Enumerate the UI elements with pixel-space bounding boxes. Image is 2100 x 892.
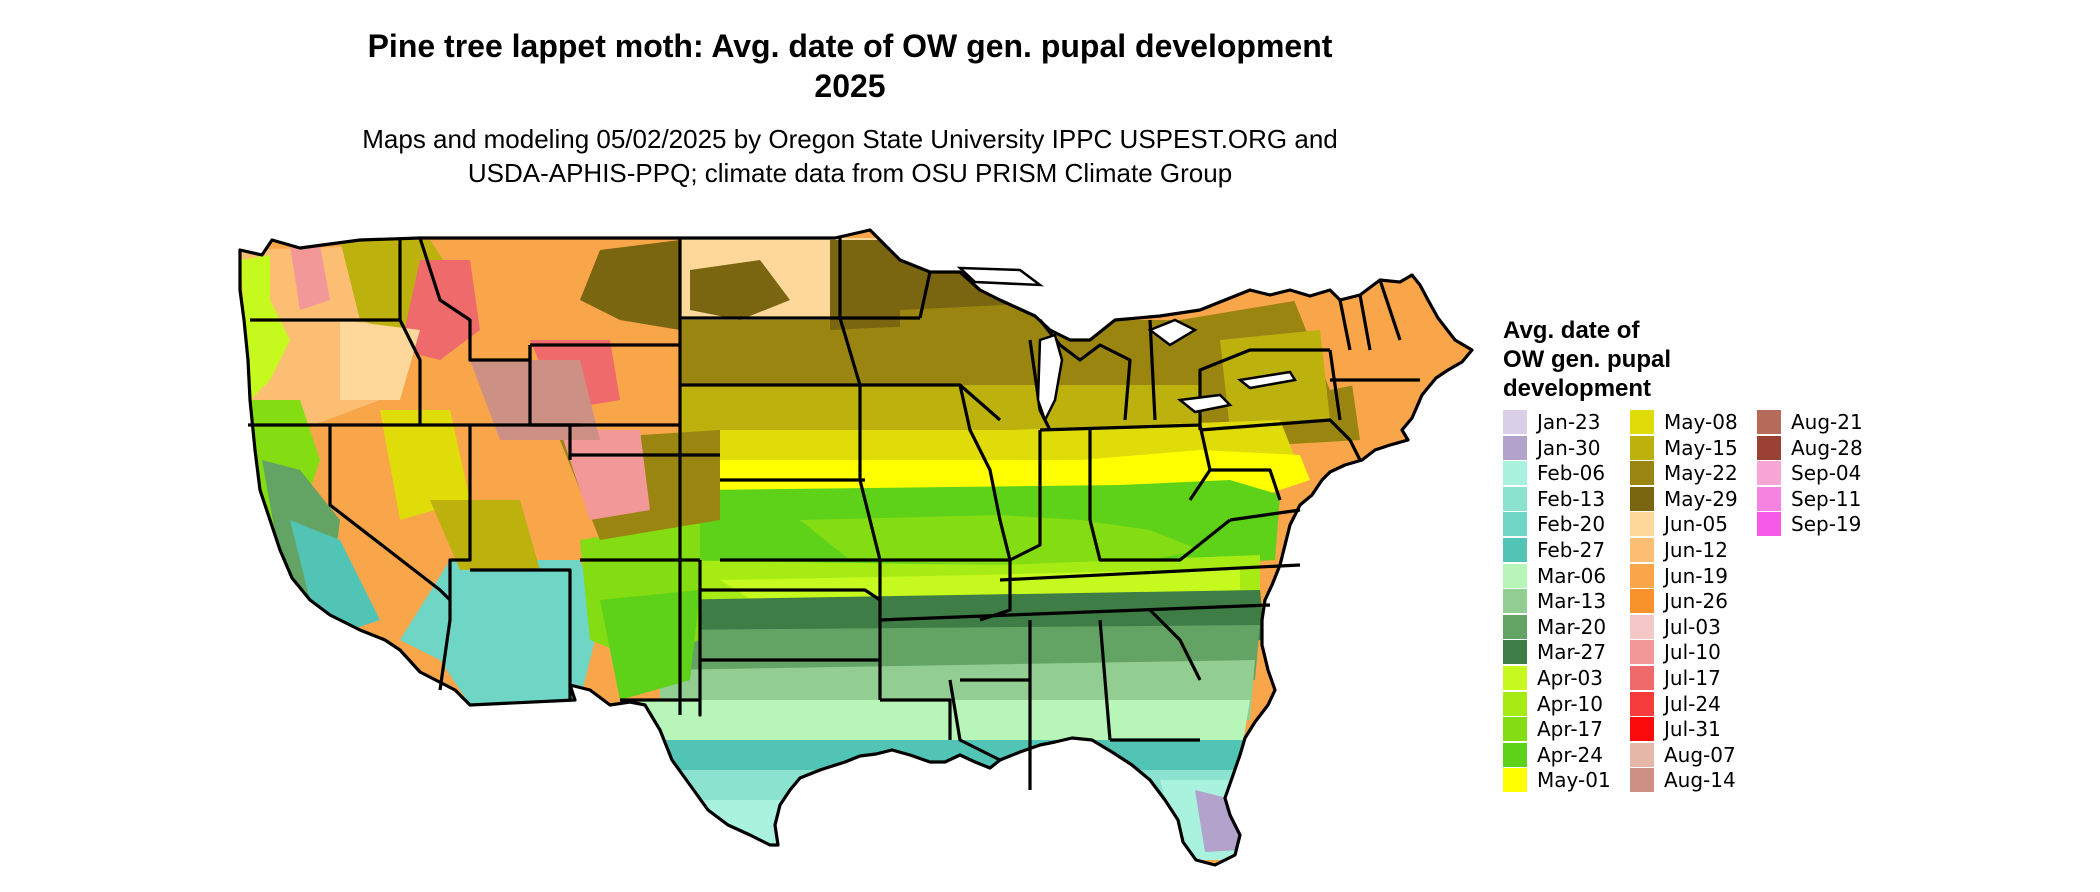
legend-swatch xyxy=(1630,614,1654,639)
legend-swatch xyxy=(1630,435,1654,460)
legend-swatch xyxy=(1503,717,1527,742)
state-borders xyxy=(238,228,1474,867)
legend-swatch xyxy=(1503,742,1527,767)
legend-label: Jan-23 xyxy=(1537,410,1601,434)
legend-swatch xyxy=(1503,589,1527,614)
legend-swatch xyxy=(1630,563,1654,588)
legend-label: Aug-14 xyxy=(1664,768,1736,793)
legend-label: May-22 xyxy=(1664,461,1738,486)
legend-label: Mar-20 xyxy=(1537,614,1607,639)
phenology-color-zones xyxy=(240,230,1472,865)
legend-label: Jan-30 xyxy=(1537,435,1601,460)
legend-label: May-08 xyxy=(1664,410,1738,434)
legend-title-line: Avg. date of xyxy=(1503,317,1640,344)
legend-title-line: OW gen. pupal xyxy=(1503,346,1671,373)
legend-label: Mar-13 xyxy=(1537,589,1607,614)
legend-label: Jul-17 xyxy=(1664,665,1721,690)
legend-label: Jun-19 xyxy=(1664,563,1728,588)
legend-swatch xyxy=(1757,512,1781,537)
legend-swatch xyxy=(1630,461,1654,486)
map-subtitle-line-1: Maps and modeling 05/02/2025 by Oregon S… xyxy=(362,124,1338,154)
legend-swatch xyxy=(1503,537,1527,562)
legend-swatch xyxy=(1503,435,1527,460)
legend-swatch xyxy=(1757,486,1781,511)
legend-swatch xyxy=(1757,435,1781,460)
legend-swatch xyxy=(1503,768,1527,793)
legend-label: Mar-27 xyxy=(1537,640,1607,665)
legend-label: Jul-03 xyxy=(1664,614,1721,639)
legend-swatch xyxy=(1757,461,1781,486)
map-subtitle-line-2: USDA-APHIS-PPQ; climate data from OSU PR… xyxy=(467,158,1233,188)
map-title: Pine tree lappet moth: Avg. date of OW g… xyxy=(367,28,1333,64)
legend-label: Apr-24 xyxy=(1537,742,1603,767)
legend-label: Sep-04 xyxy=(1791,461,1862,486)
legend-label: Aug-07 xyxy=(1664,742,1736,767)
legend-label: Sep-11 xyxy=(1791,486,1862,511)
legend-swatch xyxy=(1503,640,1527,665)
legend-label: Feb-27 xyxy=(1537,537,1606,562)
legend-swatch xyxy=(1630,768,1654,793)
legend-swatch xyxy=(1630,512,1654,537)
legend-swatch xyxy=(1630,742,1654,767)
legend-label: Apr-10 xyxy=(1537,691,1603,716)
legend-swatch xyxy=(1503,512,1527,537)
legend-label: Jun-12 xyxy=(1664,537,1728,562)
great-lakes xyxy=(956,266,1298,424)
legend-swatch xyxy=(1503,410,1527,434)
legend-label: Sep-19 xyxy=(1791,512,1862,537)
legend-label: Jun-26 xyxy=(1664,589,1728,614)
legend-label: Aug-21 xyxy=(1791,410,1863,434)
legend-label: Jun-05 xyxy=(1664,512,1728,537)
legend-label: Mar-06 xyxy=(1537,563,1607,588)
legend-swatch xyxy=(1503,665,1527,690)
legend-label: Jul-24 xyxy=(1664,691,1721,716)
legend-swatch xyxy=(1630,537,1654,562)
legend-label: May-15 xyxy=(1664,435,1738,460)
legend-label: May-29 xyxy=(1664,486,1738,511)
legend-label: Apr-03 xyxy=(1537,665,1603,690)
legend-swatch xyxy=(1630,717,1654,742)
legend-swatch xyxy=(1630,691,1654,716)
legend-label: Jul-31 xyxy=(1664,717,1721,742)
legend-swatch xyxy=(1503,614,1527,639)
legend-swatch xyxy=(1630,486,1654,511)
legend-swatch xyxy=(1503,563,1527,588)
map-title-year: 2025 xyxy=(814,68,886,104)
legend-swatch xyxy=(1630,665,1654,690)
legend-swatch xyxy=(1503,461,1527,486)
legend-swatch xyxy=(1503,486,1527,511)
legend-label: Feb-20 xyxy=(1537,512,1606,537)
legend-label: May-01 xyxy=(1537,768,1611,793)
us-degree-day-map xyxy=(238,228,1474,867)
legend-swatch xyxy=(1630,410,1654,434)
legend-swatch xyxy=(1757,410,1781,434)
legend-label: Jul-10 xyxy=(1664,640,1721,665)
legend-label: Aug-28 xyxy=(1791,435,1863,460)
legend-label: Apr-17 xyxy=(1537,717,1603,742)
legend-swatch xyxy=(1630,589,1654,614)
legend-title-line: development xyxy=(1503,375,1652,402)
legend-swatch xyxy=(1503,691,1527,716)
legend-title: Avg. date of OW gen. pupal development xyxy=(1503,316,1671,403)
legend-swatch xyxy=(1630,640,1654,665)
legend-label: Feb-06 xyxy=(1537,461,1606,486)
legend-label: Feb-13 xyxy=(1537,486,1606,511)
